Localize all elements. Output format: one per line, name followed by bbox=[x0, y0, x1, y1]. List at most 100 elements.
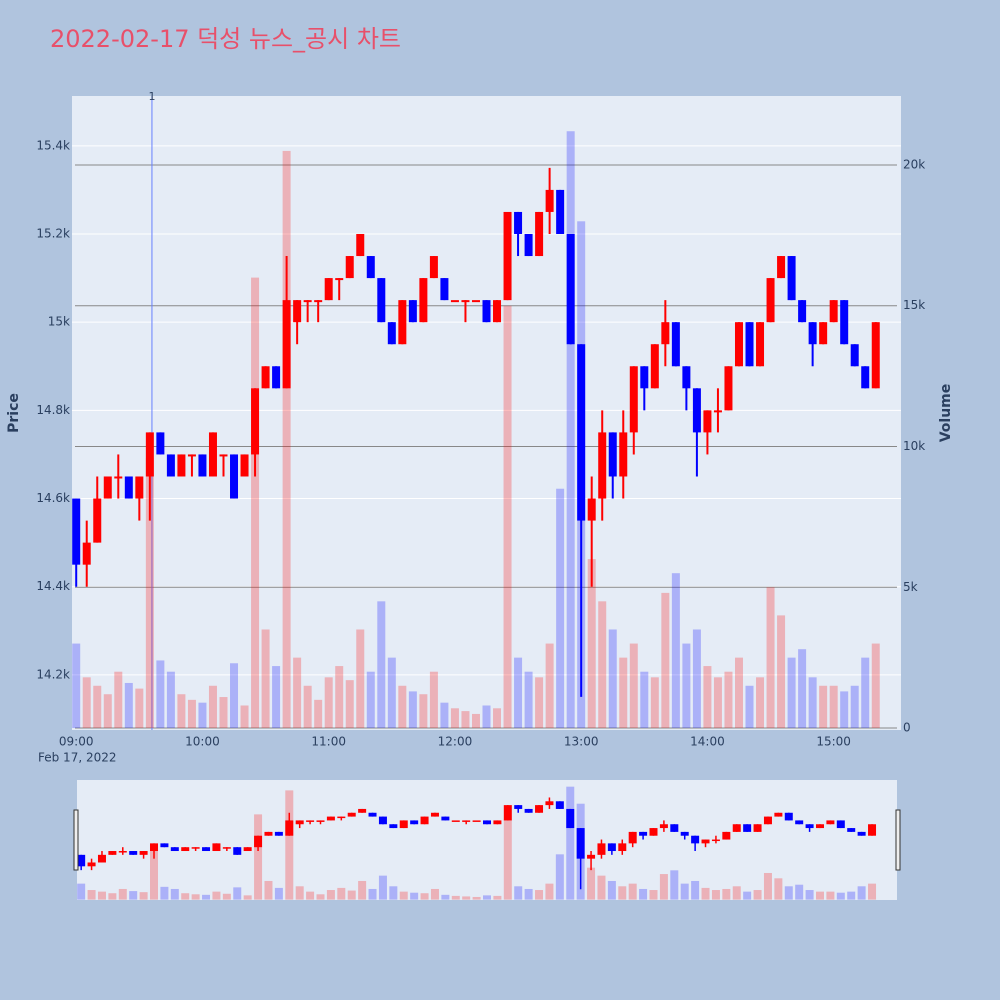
x-tick-label: 12:00 bbox=[438, 735, 473, 749]
slider-body bbox=[732, 824, 741, 832]
volume-bar bbox=[345, 680, 354, 729]
slider-volume-bar bbox=[118, 888, 127, 900]
volume-bar bbox=[387, 657, 396, 729]
slider-body bbox=[368, 812, 377, 817]
candle-body bbox=[135, 476, 144, 499]
candle-body bbox=[387, 322, 396, 345]
slider-body bbox=[545, 801, 554, 806]
candle-body bbox=[766, 278, 775, 323]
slider-volume-bar bbox=[826, 891, 835, 900]
x-tick-label: 10:00 bbox=[185, 735, 220, 749]
slider-body bbox=[722, 831, 731, 840]
slider-volume-bar bbox=[139, 892, 148, 900]
candle-body bbox=[514, 211, 523, 234]
candle-body bbox=[861, 366, 870, 389]
volume-bar bbox=[324, 677, 333, 729]
slider-body bbox=[108, 851, 117, 855]
slider-body bbox=[503, 805, 512, 821]
candle-body bbox=[293, 300, 302, 323]
slider-body bbox=[607, 843, 616, 852]
slider-body bbox=[462, 820, 471, 822]
volume-bar bbox=[251, 277, 260, 729]
slider-volume-bar bbox=[77, 883, 86, 900]
slider-volume-bar bbox=[795, 884, 804, 900]
candle-body bbox=[577, 344, 586, 521]
range-slider[interactable] bbox=[77, 780, 897, 900]
slider-volume-bar bbox=[410, 892, 419, 900]
volume-bar bbox=[461, 711, 470, 729]
slider-volume-bar bbox=[857, 886, 866, 900]
slider-body bbox=[306, 820, 315, 822]
volume-bar bbox=[398, 685, 407, 729]
slider-body bbox=[774, 812, 783, 817]
volume-bar bbox=[640, 671, 649, 729]
slider-volume-bar bbox=[618, 886, 627, 900]
slider-volume-bar bbox=[503, 819, 512, 900]
volume-bar bbox=[135, 688, 144, 729]
slider-volume-bar bbox=[87, 890, 96, 900]
slider-body bbox=[711, 839, 720, 842]
candle-body bbox=[230, 454, 239, 499]
candle-body bbox=[261, 366, 270, 389]
candle-body bbox=[734, 322, 743, 367]
slider-volume-bar bbox=[670, 870, 679, 900]
y2-tick-label: 10k bbox=[903, 439, 925, 453]
slider-volume-bar bbox=[285, 790, 294, 900]
slider-volume-bar bbox=[524, 888, 533, 900]
slider-body bbox=[576, 828, 585, 859]
y2-tick-label: 15k bbox=[903, 298, 925, 312]
slider-volume-bar bbox=[378, 875, 387, 900]
candle-body bbox=[745, 322, 754, 367]
candle-body bbox=[787, 256, 796, 301]
slider-volume-bar bbox=[743, 891, 752, 900]
candle-body bbox=[145, 432, 154, 477]
slider-body bbox=[795, 820, 804, 825]
volume-bar bbox=[440, 702, 449, 729]
slider-body bbox=[493, 820, 502, 825]
slider-body bbox=[420, 816, 429, 825]
slider-body bbox=[441, 816, 450, 821]
candle-body bbox=[482, 300, 491, 323]
slider-volume-bar bbox=[784, 886, 793, 900]
volume-bar bbox=[103, 694, 112, 729]
slider-volume-bar bbox=[535, 890, 544, 900]
slider-handle-right[interactable] bbox=[895, 809, 901, 871]
volume-bar bbox=[724, 671, 733, 729]
slider-body bbox=[649, 828, 658, 836]
slider-volume-bar bbox=[222, 893, 231, 900]
slider-body bbox=[212, 843, 221, 852]
slider-volume-bar bbox=[753, 890, 762, 900]
slider-body bbox=[347, 812, 356, 817]
volume-bar bbox=[156, 660, 165, 729]
slider-body bbox=[836, 820, 845, 829]
volume-bar bbox=[335, 666, 344, 729]
y-tick-label: 15k bbox=[48, 315, 70, 329]
slider-body bbox=[784, 812, 793, 821]
slider-body bbox=[430, 812, 439, 817]
x-tick-label: 13:00 bbox=[564, 735, 599, 749]
slider-body bbox=[535, 805, 544, 813]
y-tick-label: 14.6k bbox=[36, 491, 70, 505]
slider-volume-bar bbox=[420, 893, 429, 900]
candle-body bbox=[829, 300, 838, 323]
y-axis-title: Price bbox=[6, 393, 22, 433]
slider-volume-bar bbox=[97, 891, 106, 900]
slider-handle-left[interactable] bbox=[73, 809, 79, 871]
y-tick-label: 14.4k bbox=[36, 579, 70, 593]
candle-body bbox=[808, 322, 817, 345]
candle-body bbox=[240, 454, 249, 477]
slider-body bbox=[472, 820, 481, 822]
slider-volume-bar bbox=[836, 892, 845, 900]
slider-body bbox=[77, 854, 86, 867]
volume-bar bbox=[408, 691, 417, 729]
slider-body bbox=[566, 808, 575, 829]
volume-bar bbox=[272, 666, 281, 729]
slider-body bbox=[670, 824, 679, 832]
volume-bar bbox=[713, 677, 722, 729]
volume-bar bbox=[829, 685, 838, 729]
volume-bar bbox=[756, 677, 765, 729]
volume-bar bbox=[629, 643, 638, 729]
candle-body bbox=[345, 256, 354, 279]
candle-body bbox=[114, 476, 123, 479]
